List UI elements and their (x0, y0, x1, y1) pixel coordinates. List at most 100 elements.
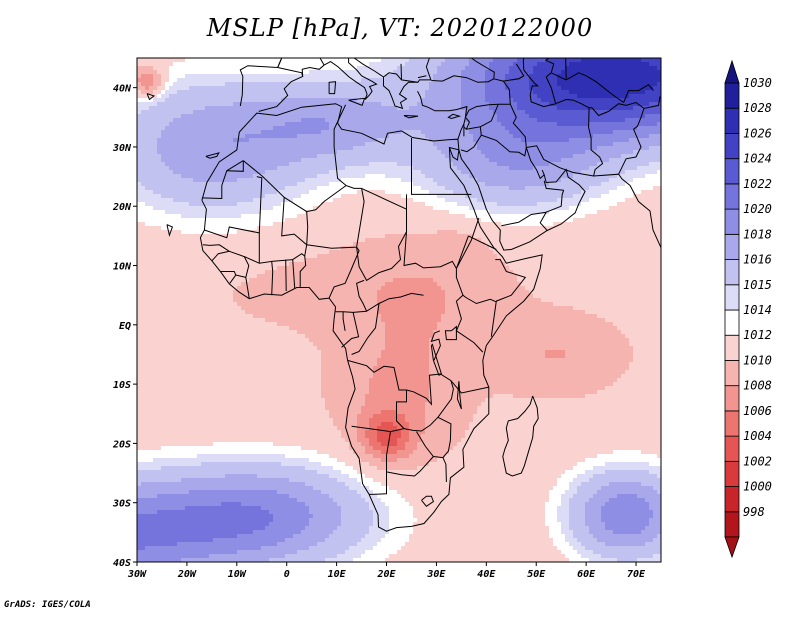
field-cell (345, 186, 350, 191)
field-cell (657, 106, 661, 111)
field-cell (361, 138, 366, 143)
field-cell (317, 174, 322, 179)
field-cell (489, 198, 494, 203)
field-cell (633, 86, 638, 91)
field-cell (545, 134, 550, 139)
field-cell (513, 178, 518, 183)
field-cell (633, 142, 638, 147)
field-cell (349, 94, 354, 99)
field-cell (477, 178, 482, 183)
field-cell (605, 94, 610, 99)
field-cell (401, 154, 406, 159)
field-cell (173, 162, 178, 167)
field-cell (469, 138, 474, 143)
field-cell (425, 82, 430, 87)
field-cell (209, 146, 214, 151)
field-cell (457, 122, 462, 127)
field-cell (573, 126, 578, 131)
field-cell (353, 138, 358, 143)
field-cell (525, 78, 530, 83)
field-cell (437, 86, 442, 91)
field-cell (205, 70, 210, 75)
field-cell (549, 106, 554, 111)
field-cell (409, 110, 414, 115)
field-cell (293, 142, 298, 147)
field-cell (505, 206, 510, 211)
field-cell (149, 126, 154, 131)
field-cell (161, 126, 166, 131)
field-cell (429, 118, 434, 123)
field-cell (437, 146, 442, 151)
field-cell (617, 198, 622, 203)
field-cell (433, 106, 438, 111)
field-cell (193, 162, 198, 167)
field-cell (349, 198, 354, 203)
field-cell (449, 66, 454, 71)
field-cell (317, 178, 322, 183)
field-cell (393, 166, 398, 171)
field-cell (461, 90, 466, 95)
field-cell (257, 110, 262, 115)
field-cell (281, 126, 286, 131)
field-cell (229, 130, 234, 135)
field-cell (437, 134, 442, 139)
field-cell (357, 174, 362, 179)
field-cell (505, 106, 510, 111)
field-cell (653, 194, 658, 199)
field-cell (453, 118, 458, 123)
field-cell (245, 166, 250, 171)
field-cell (481, 158, 486, 163)
field-cell (641, 186, 646, 191)
field-cell (481, 94, 486, 99)
field-cell (233, 110, 238, 115)
field-cell (605, 102, 610, 107)
field-cell (565, 206, 570, 211)
field-cell (333, 118, 338, 123)
field-cell (397, 142, 402, 147)
field-cell (453, 62, 458, 67)
field-cell (169, 102, 174, 107)
field-cell (345, 66, 350, 71)
field-cell (233, 198, 238, 203)
field-cell (209, 126, 214, 131)
field-cell (337, 110, 342, 115)
field-cell (249, 150, 254, 155)
field-cell (485, 102, 490, 107)
field-cell (217, 138, 222, 143)
field-cell (465, 150, 470, 155)
field-cell (401, 98, 406, 103)
field-cell (205, 90, 210, 95)
field-cell (645, 154, 650, 159)
field-cell (433, 58, 438, 63)
field-cell (653, 126, 658, 131)
field-cell (569, 82, 574, 87)
field-cell (465, 202, 470, 207)
field-cell (613, 122, 618, 127)
field-cell (633, 202, 638, 207)
field-cell (197, 210, 202, 215)
field-cell (409, 86, 414, 91)
field-cell (349, 78, 354, 83)
field-cell (185, 194, 190, 199)
field-cell (217, 134, 222, 139)
field-cell (153, 158, 158, 163)
field-cell (429, 90, 434, 95)
field-cell (157, 202, 162, 207)
field-cell (569, 198, 574, 203)
field-cell (561, 94, 566, 99)
field-cell (365, 178, 370, 183)
field-cell (417, 202, 422, 207)
field-cell (613, 138, 618, 143)
field-cell (325, 162, 330, 167)
field-cell (557, 66, 562, 71)
field-cell (329, 98, 334, 103)
field-cell (225, 90, 230, 95)
field-cell (569, 182, 574, 187)
field-cell (385, 182, 390, 187)
field-cell (493, 122, 498, 127)
field-cell (157, 70, 162, 75)
field-cell (149, 114, 154, 119)
field-cell (477, 118, 482, 123)
field-cell (309, 86, 314, 91)
field-cell (497, 150, 502, 155)
